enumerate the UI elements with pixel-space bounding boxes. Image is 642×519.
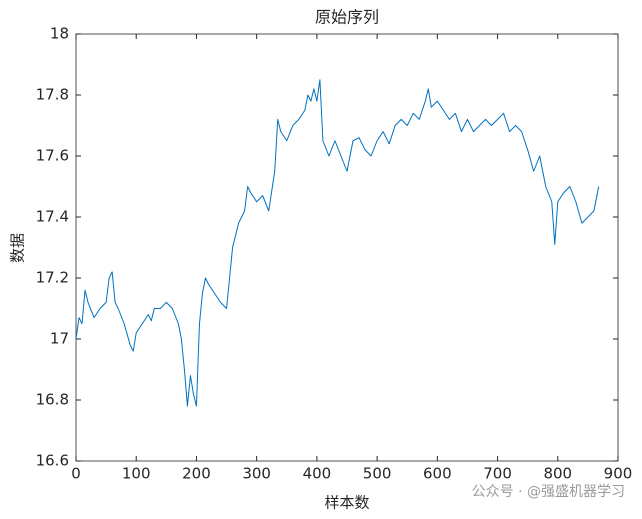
x-tick-label: 600 bbox=[423, 465, 452, 483]
chart-title: 原始序列 bbox=[315, 8, 379, 27]
x-tick-label: 700 bbox=[483, 465, 512, 483]
y-tick-label: 18 bbox=[50, 25, 69, 43]
data-line bbox=[75, 79, 600, 407]
x-tick-label: 0 bbox=[71, 465, 81, 483]
x-axis-label: 样本数 bbox=[324, 494, 369, 512]
y-tick-label: 17 bbox=[50, 330, 69, 348]
x-tick-label: 800 bbox=[543, 465, 572, 483]
x-tick-label: 200 bbox=[182, 465, 211, 483]
x-tick-label: 400 bbox=[303, 465, 332, 483]
y-tick-label: 16.6 bbox=[36, 452, 69, 470]
y-tick-label: 17.6 bbox=[36, 147, 69, 165]
y-tick-label: 16.8 bbox=[36, 391, 69, 409]
x-tick-label: 300 bbox=[242, 465, 271, 483]
y-axis-label: 数据 bbox=[9, 233, 27, 263]
x-tick-label: 100 bbox=[122, 465, 151, 483]
watermark: 公众号 · @强盛机器学习 bbox=[472, 484, 625, 500]
y-tick-label: 17.2 bbox=[36, 269, 69, 287]
plot-area bbox=[75, 33, 619, 462]
y-tick-label: 17.8 bbox=[36, 86, 69, 104]
y-tick-label: 17.4 bbox=[36, 208, 69, 226]
x-tick-label: 500 bbox=[363, 465, 392, 483]
x-tick-label: 900 bbox=[604, 465, 633, 483]
